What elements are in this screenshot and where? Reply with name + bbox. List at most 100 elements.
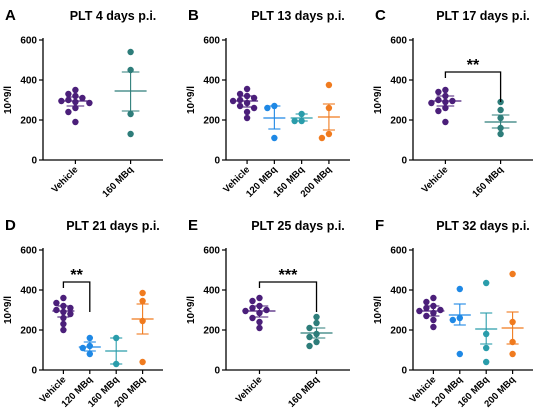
series-160-mbq [300, 313, 333, 350]
y-tick-label: 200 [203, 326, 220, 337]
data-point [243, 108, 251, 116]
series-200-mbq [317, 81, 340, 142]
bracket-line [62, 281, 91, 312]
data-point [423, 298, 430, 306]
data-point [65, 90, 72, 98]
y-tick-label: 600 [390, 246, 407, 257]
series-160-mbq [114, 48, 147, 138]
data-point [139, 289, 146, 297]
panel-letter: D [5, 217, 16, 234]
data-point [127, 110, 134, 118]
y-tick-label: 400 [390, 76, 407, 87]
series-120-mbq [263, 102, 286, 142]
data-point [86, 334, 94, 342]
significance-label: ** [467, 57, 480, 74]
y-axis-label: 10^9/l [186, 296, 197, 324]
data-point [236, 102, 244, 110]
y-tick-label: 400 [20, 76, 37, 87]
panel-letter: E [188, 217, 198, 234]
y-axis-label: 10^9/l [373, 86, 384, 114]
x-tick-label: Vehicle [420, 164, 451, 195]
y-tick-label: 200 [390, 326, 407, 337]
data-point [53, 306, 60, 314]
data-point [229, 97, 237, 105]
y-axis-label: 10^9/l [186, 86, 197, 114]
series-200-mbq [501, 270, 524, 358]
y-tick-label: 400 [203, 286, 220, 297]
data-point [456, 285, 463, 293]
series-vehicle [416, 294, 445, 331]
data-point [60, 314, 67, 322]
x-tick-label: 160 MBq [286, 374, 322, 410]
significance-bracket: ** [62, 267, 91, 312]
data-point [72, 118, 79, 126]
significance-bracket: *** [258, 267, 318, 312]
x-tick-label: Vehicle [234, 374, 265, 405]
y-tick-label: 600 [390, 36, 407, 47]
data-point [509, 350, 516, 358]
panel-letter: C [375, 7, 386, 24]
y-axis-label: 10^9/l [373, 296, 384, 324]
series-vehicle [428, 86, 462, 126]
series-120-mbq [78, 334, 101, 358]
y-tick-label: 0 [214, 366, 220, 377]
data-point [250, 104, 258, 112]
x-tick-label: Vehicle [50, 164, 81, 195]
y-axis-label: 10^9/l [3, 296, 14, 324]
data-point [236, 96, 244, 104]
panel-a: A PLT 4 days p.i. 10^9/l 0 200 400 600 Vehicle 1… [3, 7, 163, 200]
data-point [416, 307, 423, 315]
series-vehicle [242, 294, 276, 332]
y-tick-label: 600 [20, 36, 37, 47]
x-tick-label: 160 MBq [100, 164, 136, 200]
data-point [67, 310, 74, 318]
panel-title: PLT 4 days p.i. [70, 9, 157, 23]
data-point [256, 324, 263, 332]
y-tick-label: 0 [401, 156, 407, 167]
data-point [72, 92, 79, 100]
data-point [435, 88, 442, 96]
data-point [449, 316, 456, 324]
data-point [291, 117, 298, 125]
y-tick-label: 600 [203, 36, 220, 47]
data-point [456, 350, 463, 358]
data-point [127, 48, 134, 56]
data-point [79, 344, 87, 352]
series-160-mbq [475, 279, 498, 366]
panel-title: PLT 21 days p.i. [66, 219, 160, 233]
data-point [60, 320, 67, 328]
y-tick-label: 400 [390, 286, 407, 297]
data-point [53, 299, 60, 307]
data-point [139, 358, 146, 366]
data-point [483, 344, 490, 352]
y-tick-label: 600 [203, 246, 220, 257]
y-tick-label: 200 [390, 116, 407, 127]
data-point [306, 342, 313, 350]
y-tick-label: 0 [214, 156, 220, 167]
data-point [325, 130, 333, 138]
data-point [65, 108, 72, 116]
data-point [483, 279, 490, 287]
data-point [79, 94, 86, 102]
panel-letter: A [5, 7, 16, 24]
data-point [442, 86, 449, 94]
data-point [256, 294, 263, 302]
data-point [243, 85, 251, 93]
panel-b: B PLT 13 days p.i.10^9/l0200400600Vehicle… [186, 7, 350, 200]
data-point [483, 358, 490, 366]
series-200-mbq [131, 289, 154, 366]
data-point [442, 118, 449, 126]
series-vehicle [229, 85, 259, 122]
data-point [497, 130, 504, 138]
data-point [65, 96, 72, 104]
series-vehicle [52, 294, 75, 334]
series-vehicle [58, 86, 93, 126]
series-160-mbq [290, 110, 313, 125]
data-point [325, 81, 333, 89]
panel-title: PLT 13 days p.i. [251, 9, 345, 23]
data-point [139, 297, 146, 305]
y-tick-label: 0 [31, 156, 37, 167]
panel-title: PLT 17 days p.i. [436, 9, 530, 23]
panel-letter: B [188, 7, 199, 24]
